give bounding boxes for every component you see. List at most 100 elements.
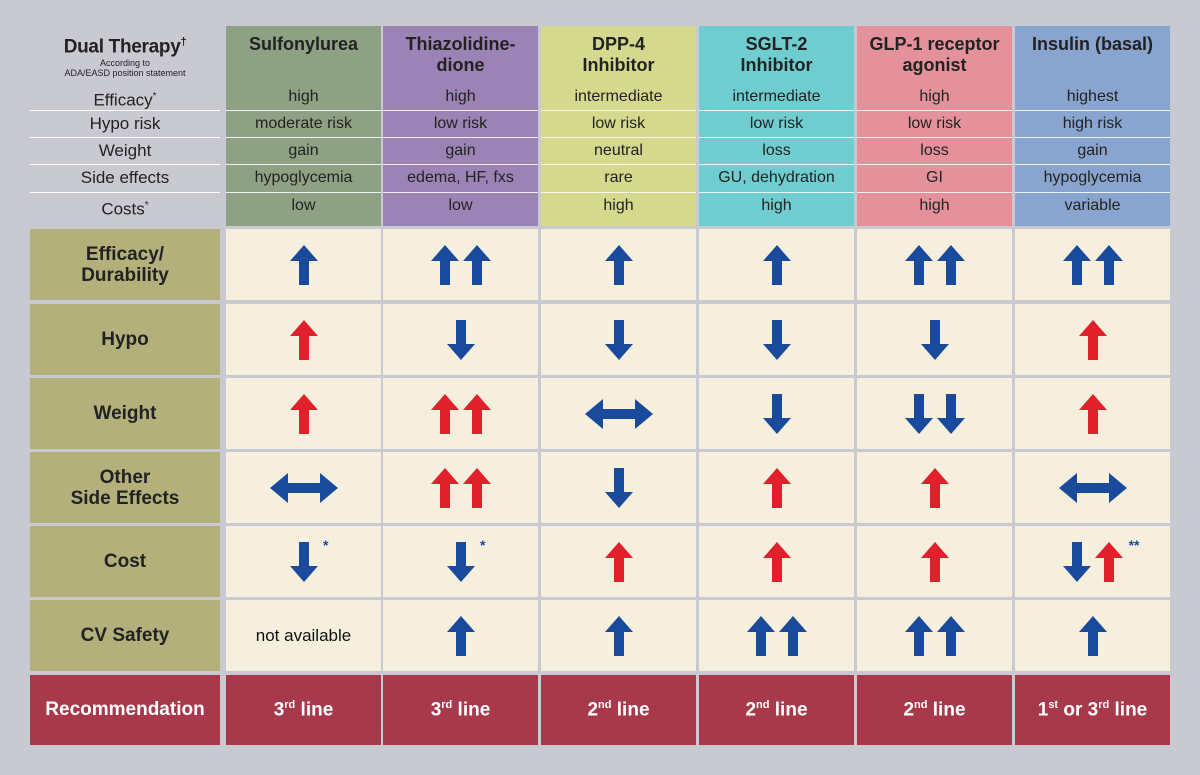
up-arrow-red-icon [430,467,459,508]
metric-label-line: Other [99,466,151,488]
drug-attribute-value: intermediate [574,88,663,105]
drug-attribute-value: high [761,197,792,214]
arrow-group [1078,615,1108,657]
metric-cell [541,229,696,300]
metric-cell [383,600,538,671]
up-arrow-red-icon [1078,319,1107,360]
metric-label-line: CV Safety [80,625,170,646]
drug-attribute-value: rare [604,169,633,186]
arrow-group: ** [1062,537,1140,583]
up-arrow-blue-icon [604,615,633,656]
down-arrow-blue-icon [904,393,933,434]
metric-label-text: Cost [104,551,146,572]
arrow-group [1062,244,1124,286]
arrow-group [446,615,476,657]
row-divider [541,164,696,165]
left-right-arrow-blue-icon [584,398,653,429]
row-divider [1015,137,1170,138]
metric-cell [857,378,1012,449]
down-arrow-blue-icon [762,319,791,360]
metric-cell [857,526,1012,597]
recommendation-cell: 3rd line [383,675,538,745]
recommendation-cell: 3rd line [226,675,381,745]
metric-label-text: Weight [94,403,157,424]
ordinal-suffix: nd [914,698,928,711]
drug-column-header: DPP-4 Inhibitor intermediate low risk neutra… [541,26,696,226]
header-row-label: Side effects [80,168,170,187]
up-arrow-red-icon [604,541,633,582]
drug-attribute-value: gain [1077,142,1108,159]
arrow-group [604,244,634,286]
arrow-group [604,615,634,657]
up-arrow-red-icon [289,393,318,434]
down-arrow-blue-icon [446,541,475,582]
down-arrow-blue-icon [604,319,633,360]
drug-name-line: dione [436,55,485,75]
row-divider [226,164,381,165]
row-divider [383,192,538,193]
drug-attribute-value: highest [1066,88,1119,105]
metric-cell: not available [226,600,381,671]
drug-name: Thiazolidine-dione [383,34,538,76]
arrow-group [604,319,634,361]
metric-label-line: Side Effects [70,487,180,509]
arrow-group [583,396,655,432]
footnote-star: ** [1128,536,1140,553]
drug-attribute-value: low risk [749,115,804,132]
header-row-label: Weight [98,141,152,160]
drug-name-line: Thiazolidine- [405,34,516,54]
recommendation-cell: 2nd line [541,675,696,745]
up-arrow-blue-icon [778,615,807,656]
drug-attribute-value: variable [1064,197,1121,214]
metric-cell [383,378,538,449]
footnote-mark: * [152,91,157,102]
up-arrow-blue-icon [1094,244,1123,285]
metric-cell-text: not available [255,625,352,645]
drug-attribute-value: gain [445,142,476,159]
down-arrow-blue-icon [936,393,965,434]
ordinal-suffix: rd [441,698,453,711]
recommendation-text: 1st or 3rd line [1037,698,1148,721]
up-arrow-blue-icon [936,244,965,285]
metric-cell [1015,378,1170,449]
up-arrow-blue-icon [462,244,491,285]
arrow-group [762,244,792,286]
drug-attribute-value: neutral [594,142,643,159]
up-arrow-red-icon [462,393,491,434]
title-footnote-mark: † [180,36,187,48]
drug-attribute-value: low risk [433,115,488,132]
drug-column-header: SGLT-2 Inhibitor intermediate low risk loss G… [699,26,854,226]
metric-row-label: Weight [30,378,220,449]
ordinal-suffix: rd [1098,698,1110,711]
up-arrow-blue-icon [446,615,475,656]
recommendation-cell: 2nd line [857,675,1012,745]
row-divider [699,192,854,193]
arrow-group [920,319,950,361]
metric-cell [857,229,1012,300]
metric-cell [857,600,1012,671]
metric-row-label: Cost [30,526,220,597]
recommendation-text: 2nd line [745,698,808,721]
metric-cell: * [226,526,381,597]
arrow-group [904,393,966,435]
drug-name-line: Inhibitor [582,55,655,75]
subtitle-line: ADA/EASD position statement [64,68,186,78]
up-arrow-red-icon [462,467,491,508]
up-arrow-blue-icon [289,244,318,285]
recommendation-text: 3rd line [430,698,491,721]
row-divider [30,110,220,111]
metric-cell [857,452,1012,523]
arrow-group [289,393,319,435]
footnote-mark: * [144,200,149,211]
drug-column-header: Thiazolidine-dione high low risk gain edema,… [383,26,538,226]
row-divider [30,137,220,138]
metric-label-line: Cost [103,551,147,572]
metric-cell [699,304,854,375]
drug-attribute-value: hypoglycemia [1043,169,1142,186]
metric-cell [699,526,854,597]
up-arrow-blue-icon [1062,244,1091,285]
metric-cell [383,452,538,523]
arrow-group [746,615,808,657]
drug-attribute-value: low risk [907,115,962,132]
drug-attribute-value: high [919,197,950,214]
